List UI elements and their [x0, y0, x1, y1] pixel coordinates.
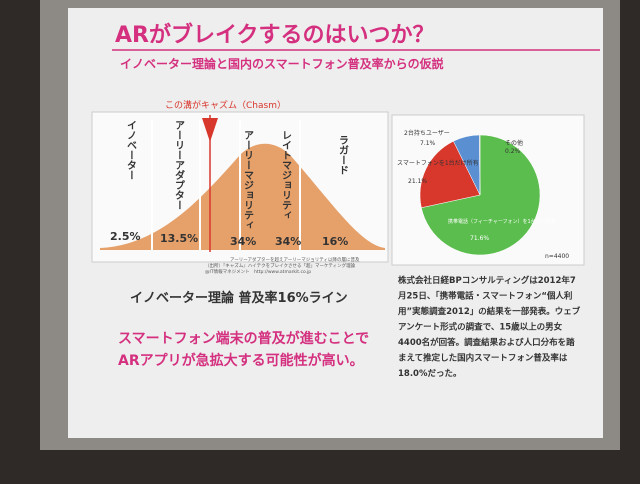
source-line: 4400名が回答。調査結果および人口分布を踏 [398, 337, 575, 348]
source-line: 18.0%だった。 [398, 368, 462, 379]
pie-value-label: 21.1% [408, 178, 427, 185]
conclusion: スマートフォン端末の普及が進むことで [118, 330, 369, 347]
source-text: 株式会社日経BPコンサルティングは2012年7 月25日、「携帯電話・スマートフォ… [397, 275, 581, 379]
chasm-marker [202, 118, 218, 142]
source-line: アンケート形式の調査で、15歳以上の男女 [398, 322, 563, 333]
pie-value-label: 0.2% [505, 148, 521, 155]
pie-category: その他 [505, 139, 523, 147]
pie [419, 134, 541, 256]
segment-name: アーリーアダプター [173, 120, 185, 210]
line-label: イノベーター理論 普及率16%ライン [130, 290, 348, 306]
source-line: 株式会社日経BPコンサルティングは2012年7 [398, 275, 576, 286]
caption: （出所）『キャズム』ハイテクをブレイクさせる「超」マーケティング理論 [205, 262, 356, 269]
chasm-label: この溝がキャズム（Chasm） [165, 99, 286, 111]
segment-name: アーリーマジョリティ [242, 130, 254, 230]
pie-value-label: 7.1% [420, 140, 436, 147]
pie-slice [478, 134, 481, 196]
bell-curve [100, 143, 385, 250]
segment-name: レイトマジョリティ [280, 130, 292, 220]
segment-share: 13.5% [160, 232, 198, 245]
segment-share: 34% [275, 235, 301, 248]
segment-share: 2.5% [110, 230, 141, 243]
pie-slice [421, 134, 541, 256]
segment-name: ラガード [337, 135, 349, 175]
segment-share: 16% [322, 235, 348, 248]
title: ARがブレイクするのはいつか？ [115, 22, 435, 48]
segment-name: イノベーター [125, 120, 137, 180]
subtitle: イノベーター理論と国内のスマートフォン普及率からの仮説 [120, 56, 444, 71]
caption: アーリーアダプターを超えアーリーマジョリティ以降の層に普及 [230, 256, 360, 263]
segment-share: 34% [230, 235, 256, 248]
source-line: 月25日、「携帯電話・スマートフォン“個人利 [397, 291, 572, 302]
conclusion: ARアプリが急拡大する可能性が高い。 [118, 352, 364, 369]
pie-category: 2台持ちユーザー [404, 129, 450, 137]
caption: @IT情報マネジメント http://www.atmarkit.co.jp [205, 268, 311, 275]
source-line: 用”実態調査2012」の結果を一部発表。ウェブ [397, 306, 581, 317]
pie-note: n=4400 [545, 253, 569, 260]
pie-slice [419, 140, 481, 209]
pie-value-label: 71.6% [470, 235, 489, 242]
pie-category: 携帯電話（フィーチャーフォン）を1台だけ所有 [448, 218, 556, 225]
source-line: まえて推定した国内スマートフォン普及率は [398, 353, 568, 364]
pie-category: スマートフォンを1台だけ所有 [397, 159, 479, 167]
dividers [151, 120, 301, 250]
